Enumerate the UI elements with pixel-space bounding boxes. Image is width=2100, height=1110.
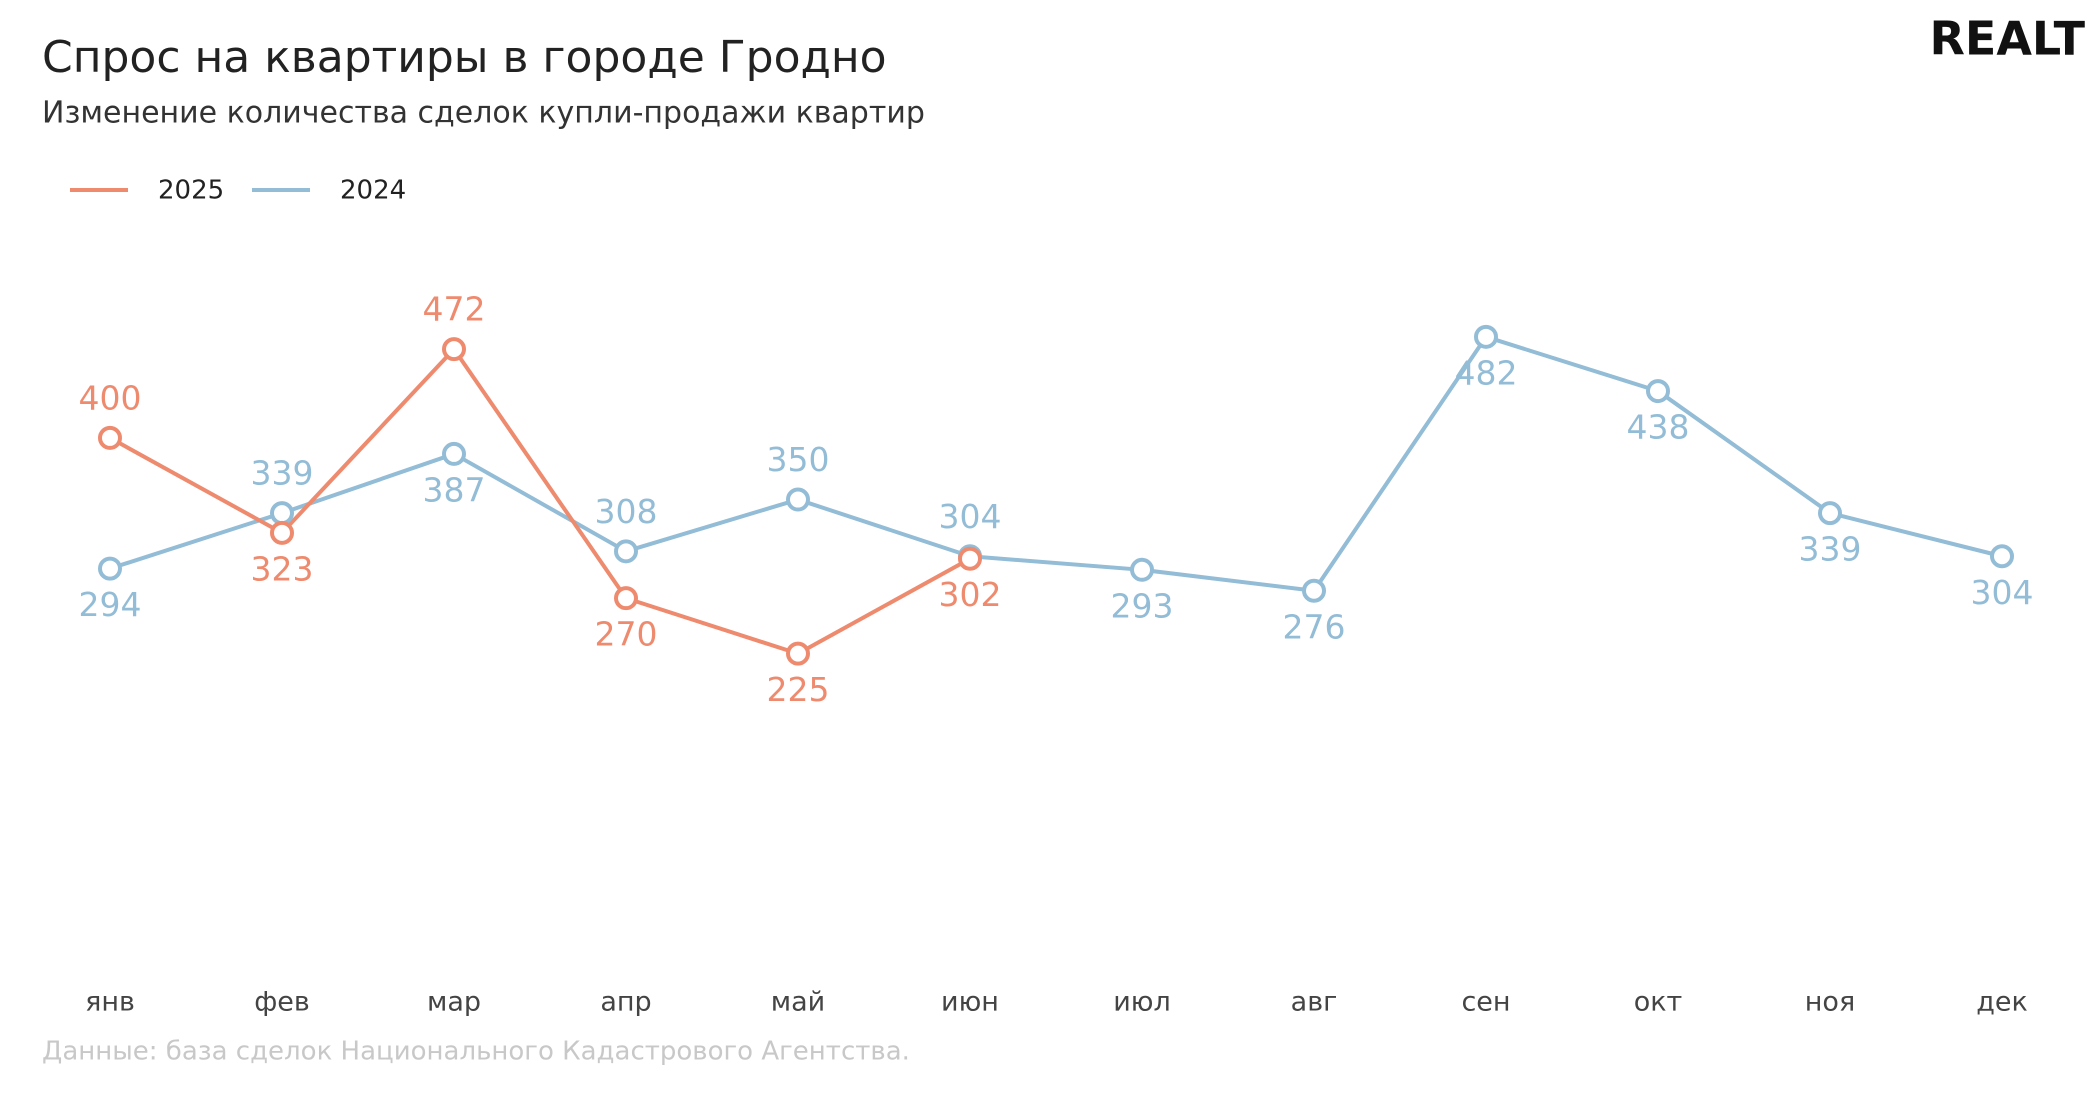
chart-subtitle: Изменение количества сделок купли-продаж… [42, 96, 925, 131]
data-label: 472 [423, 290, 486, 329]
data-label: 323 [251, 549, 314, 588]
data-label: 304 [1971, 573, 2034, 612]
source-note: Данные: база сделок Национального Кадаст… [42, 1037, 910, 1067]
x-tick-label: сен [1461, 987, 1510, 1018]
point [958, 546, 982, 571]
point [98, 425, 122, 450]
x-tick-label: дек [1976, 987, 2028, 1018]
point [786, 487, 810, 512]
x-tick-label: ноя [1805, 987, 1855, 1018]
data-label: 308 [595, 492, 658, 531]
point [1818, 501, 1842, 526]
data-label: 270 [595, 615, 658, 654]
point [442, 337, 466, 362]
series-line [109, 334, 2003, 593]
legend-label: 2025 [158, 176, 224, 206]
point [98, 556, 122, 581]
logo: REALT [1929, 12, 2085, 66]
point [270, 501, 294, 526]
legend-label: 2024 [340, 176, 406, 206]
point [270, 520, 294, 545]
data-label: 302 [939, 575, 1002, 614]
x-tick-label: янв [85, 987, 135, 1018]
x-tick-label: фев [254, 987, 310, 1018]
data-label: 387 [423, 470, 486, 509]
point [1990, 544, 2014, 569]
point [786, 641, 810, 666]
point [614, 539, 638, 564]
point [614, 586, 638, 611]
data-label: 400 [79, 378, 142, 417]
data-label: 294 [79, 585, 142, 624]
point [1302, 578, 1326, 603]
x-tick-label: мар [427, 987, 481, 1018]
x-tick-label: май [771, 987, 825, 1018]
data-label: 293 [1111, 586, 1174, 625]
x-tick-label: июн [941, 987, 999, 1018]
point [1646, 379, 1670, 404]
data-label: 225 [767, 670, 830, 709]
data-label: 339 [1799, 530, 1862, 569]
x-tick-label: июл [1113, 987, 1171, 1018]
data-label: 276 [1283, 607, 1346, 646]
x-tick-label: апр [600, 987, 651, 1018]
chart-title: Спрос на квартиры в городе Гродно [42, 32, 887, 83]
point [442, 441, 466, 466]
data-label: 339 [251, 454, 314, 493]
data-label: 482 [1455, 353, 1518, 392]
data-label: 304 [939, 497, 1002, 536]
data-label: 438 [1627, 408, 1690, 447]
x-tick-label: окт [1634, 987, 1683, 1018]
series-line [109, 347, 971, 656]
data-label: 350 [767, 440, 830, 479]
x-tick-label: авг [1291, 987, 1338, 1018]
point [1130, 557, 1154, 582]
point [1474, 324, 1498, 349]
